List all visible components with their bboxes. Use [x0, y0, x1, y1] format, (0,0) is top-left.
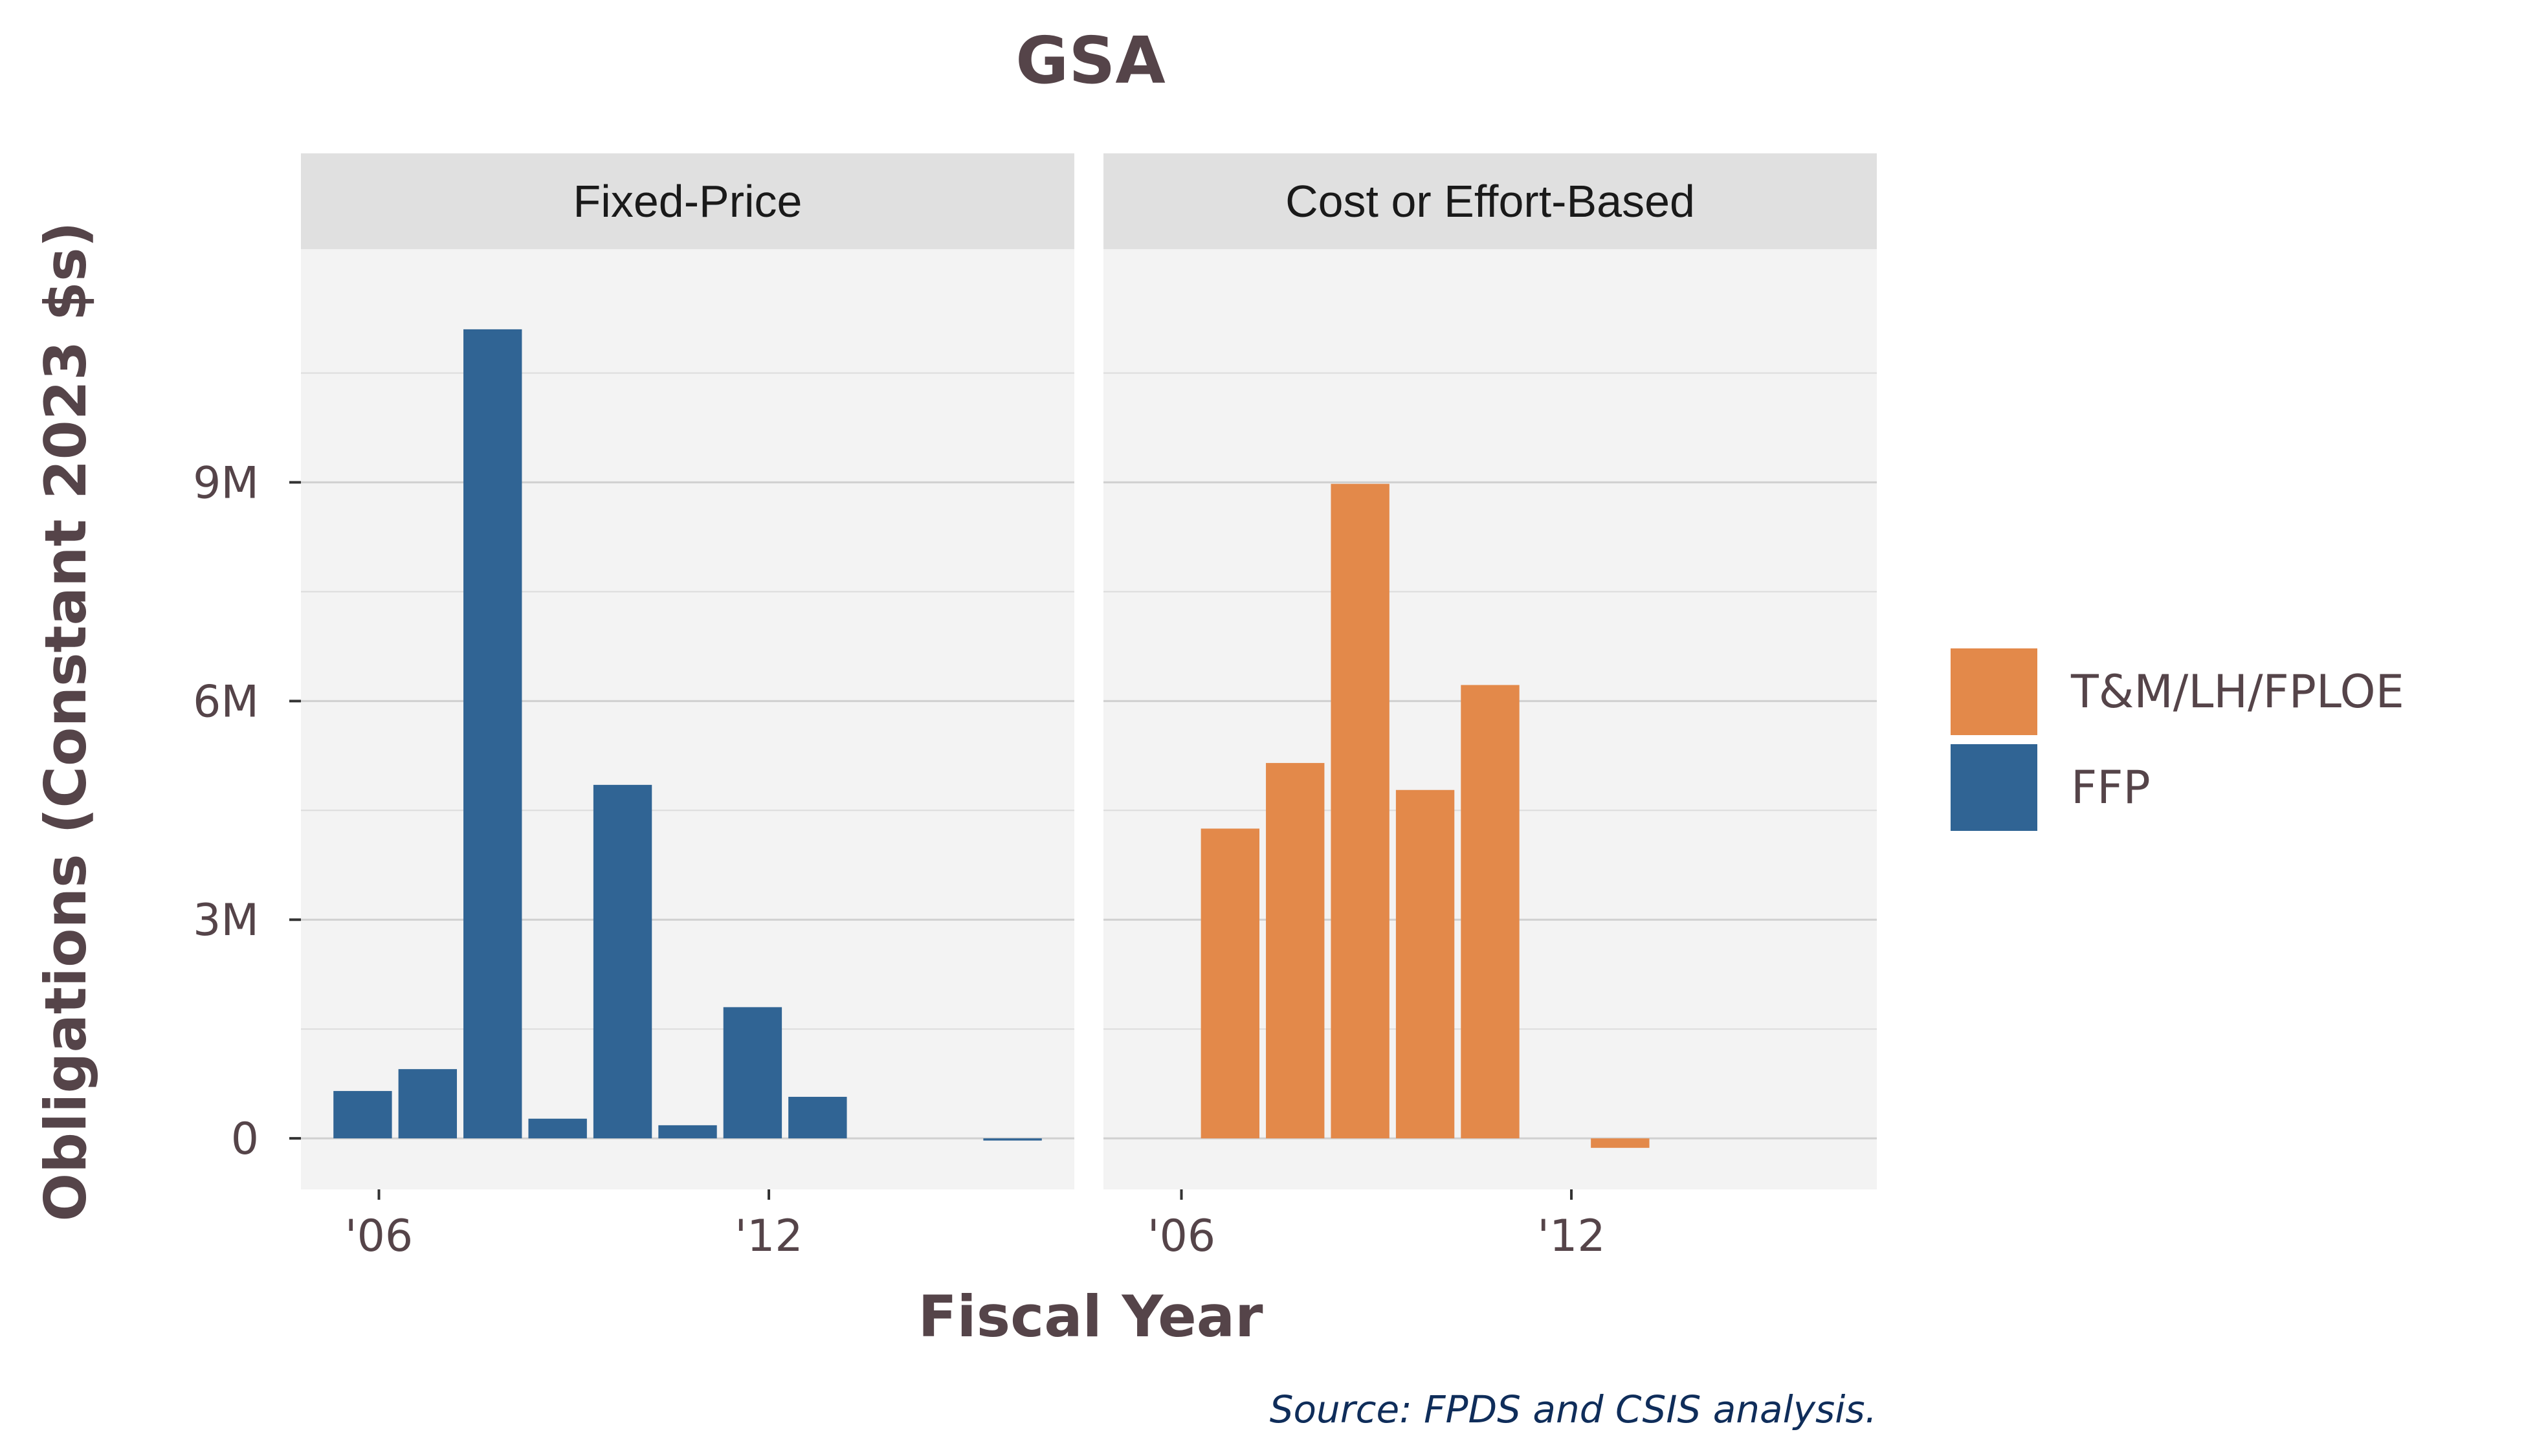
bar-ffp — [528, 1118, 587, 1139]
bar-t-m-lh-fploe — [1395, 789, 1455, 1139]
legend: T&M/LH/FPLOE FFP — [1948, 646, 2404, 833]
bar-t-m-lh-fploe — [1331, 483, 1389, 1139]
source-caption: Source: FPDS and CSIS analysis. — [1270, 1387, 1877, 1431]
panel-0: Fixed-Price '06 '12 — [301, 153, 1074, 1262]
legend-label: T&M/LH/FPLOE — [2070, 665, 2404, 718]
bar-ffp — [723, 1007, 782, 1139]
legend-key — [1948, 646, 2040, 738]
legend-key — [1948, 742, 2040, 833]
facet-strip — [301, 153, 1074, 249]
bar-ffp — [463, 329, 522, 1139]
x-tick-label: '12 — [735, 1211, 803, 1262]
bar-t-m-lh-fploe — [1201, 828, 1260, 1139]
plot-background — [301, 249, 1074, 1189]
bar-ffp — [398, 1069, 458, 1139]
legend-label: FFP — [2071, 761, 2151, 814]
bar-t-m-lh-fploe — [1266, 763, 1325, 1139]
bar-t-m-lh-fploe — [1461, 685, 1520, 1139]
x-tick-label: '06 — [345, 1211, 413, 1262]
bar-t-m-lh-fploe — [1591, 1138, 1650, 1148]
y-tick-label: 0 — [231, 1114, 259, 1165]
x-tick-label: '12 — [1537, 1211, 1605, 1262]
y-tick-label: 9M — [193, 458, 259, 509]
x-tick-label: '06 — [1147, 1211, 1215, 1262]
bar-ffp — [788, 1096, 847, 1139]
y-tick-label: 3M — [193, 895, 259, 946]
bar-ffp — [983, 1138, 1042, 1141]
y-tick-label: 6M — [193, 676, 259, 727]
bar-ffp — [593, 784, 652, 1139]
panel-1: Cost or Effort-Based '06 '12 — [1103, 153, 1877, 1262]
chart-title: GSA — [1015, 23, 1166, 98]
x-axis-title: Fiscal Year — [918, 1283, 1263, 1350]
facet-label: Fixed-Price — [573, 176, 803, 226]
y-axis-title: Obligations (Constant 2023 $s) — [32, 221, 99, 1221]
facet-label: Cost or Effort-Based — [1285, 176, 1695, 226]
bar-ffp — [333, 1090, 392, 1139]
facet-strip — [1103, 153, 1877, 249]
bar-ffp — [658, 1125, 717, 1139]
y-axis: 0 3M 6M 9M — [193, 458, 301, 1165]
